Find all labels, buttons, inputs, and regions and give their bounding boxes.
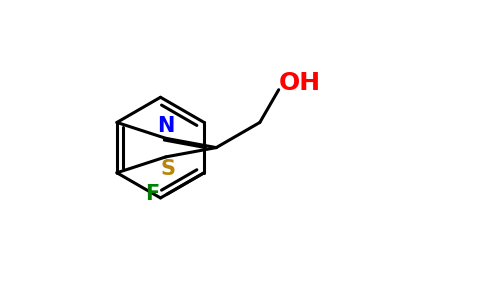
- Text: N: N: [157, 116, 174, 136]
- Text: F: F: [146, 184, 160, 204]
- Text: S: S: [161, 159, 176, 179]
- Text: OH: OH: [279, 70, 321, 94]
